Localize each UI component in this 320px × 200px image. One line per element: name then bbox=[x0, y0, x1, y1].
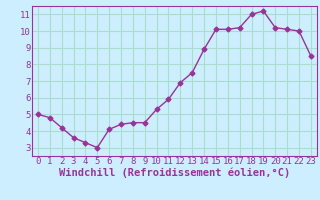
X-axis label: Windchill (Refroidissement éolien,°C): Windchill (Refroidissement éolien,°C) bbox=[59, 168, 290, 178]
